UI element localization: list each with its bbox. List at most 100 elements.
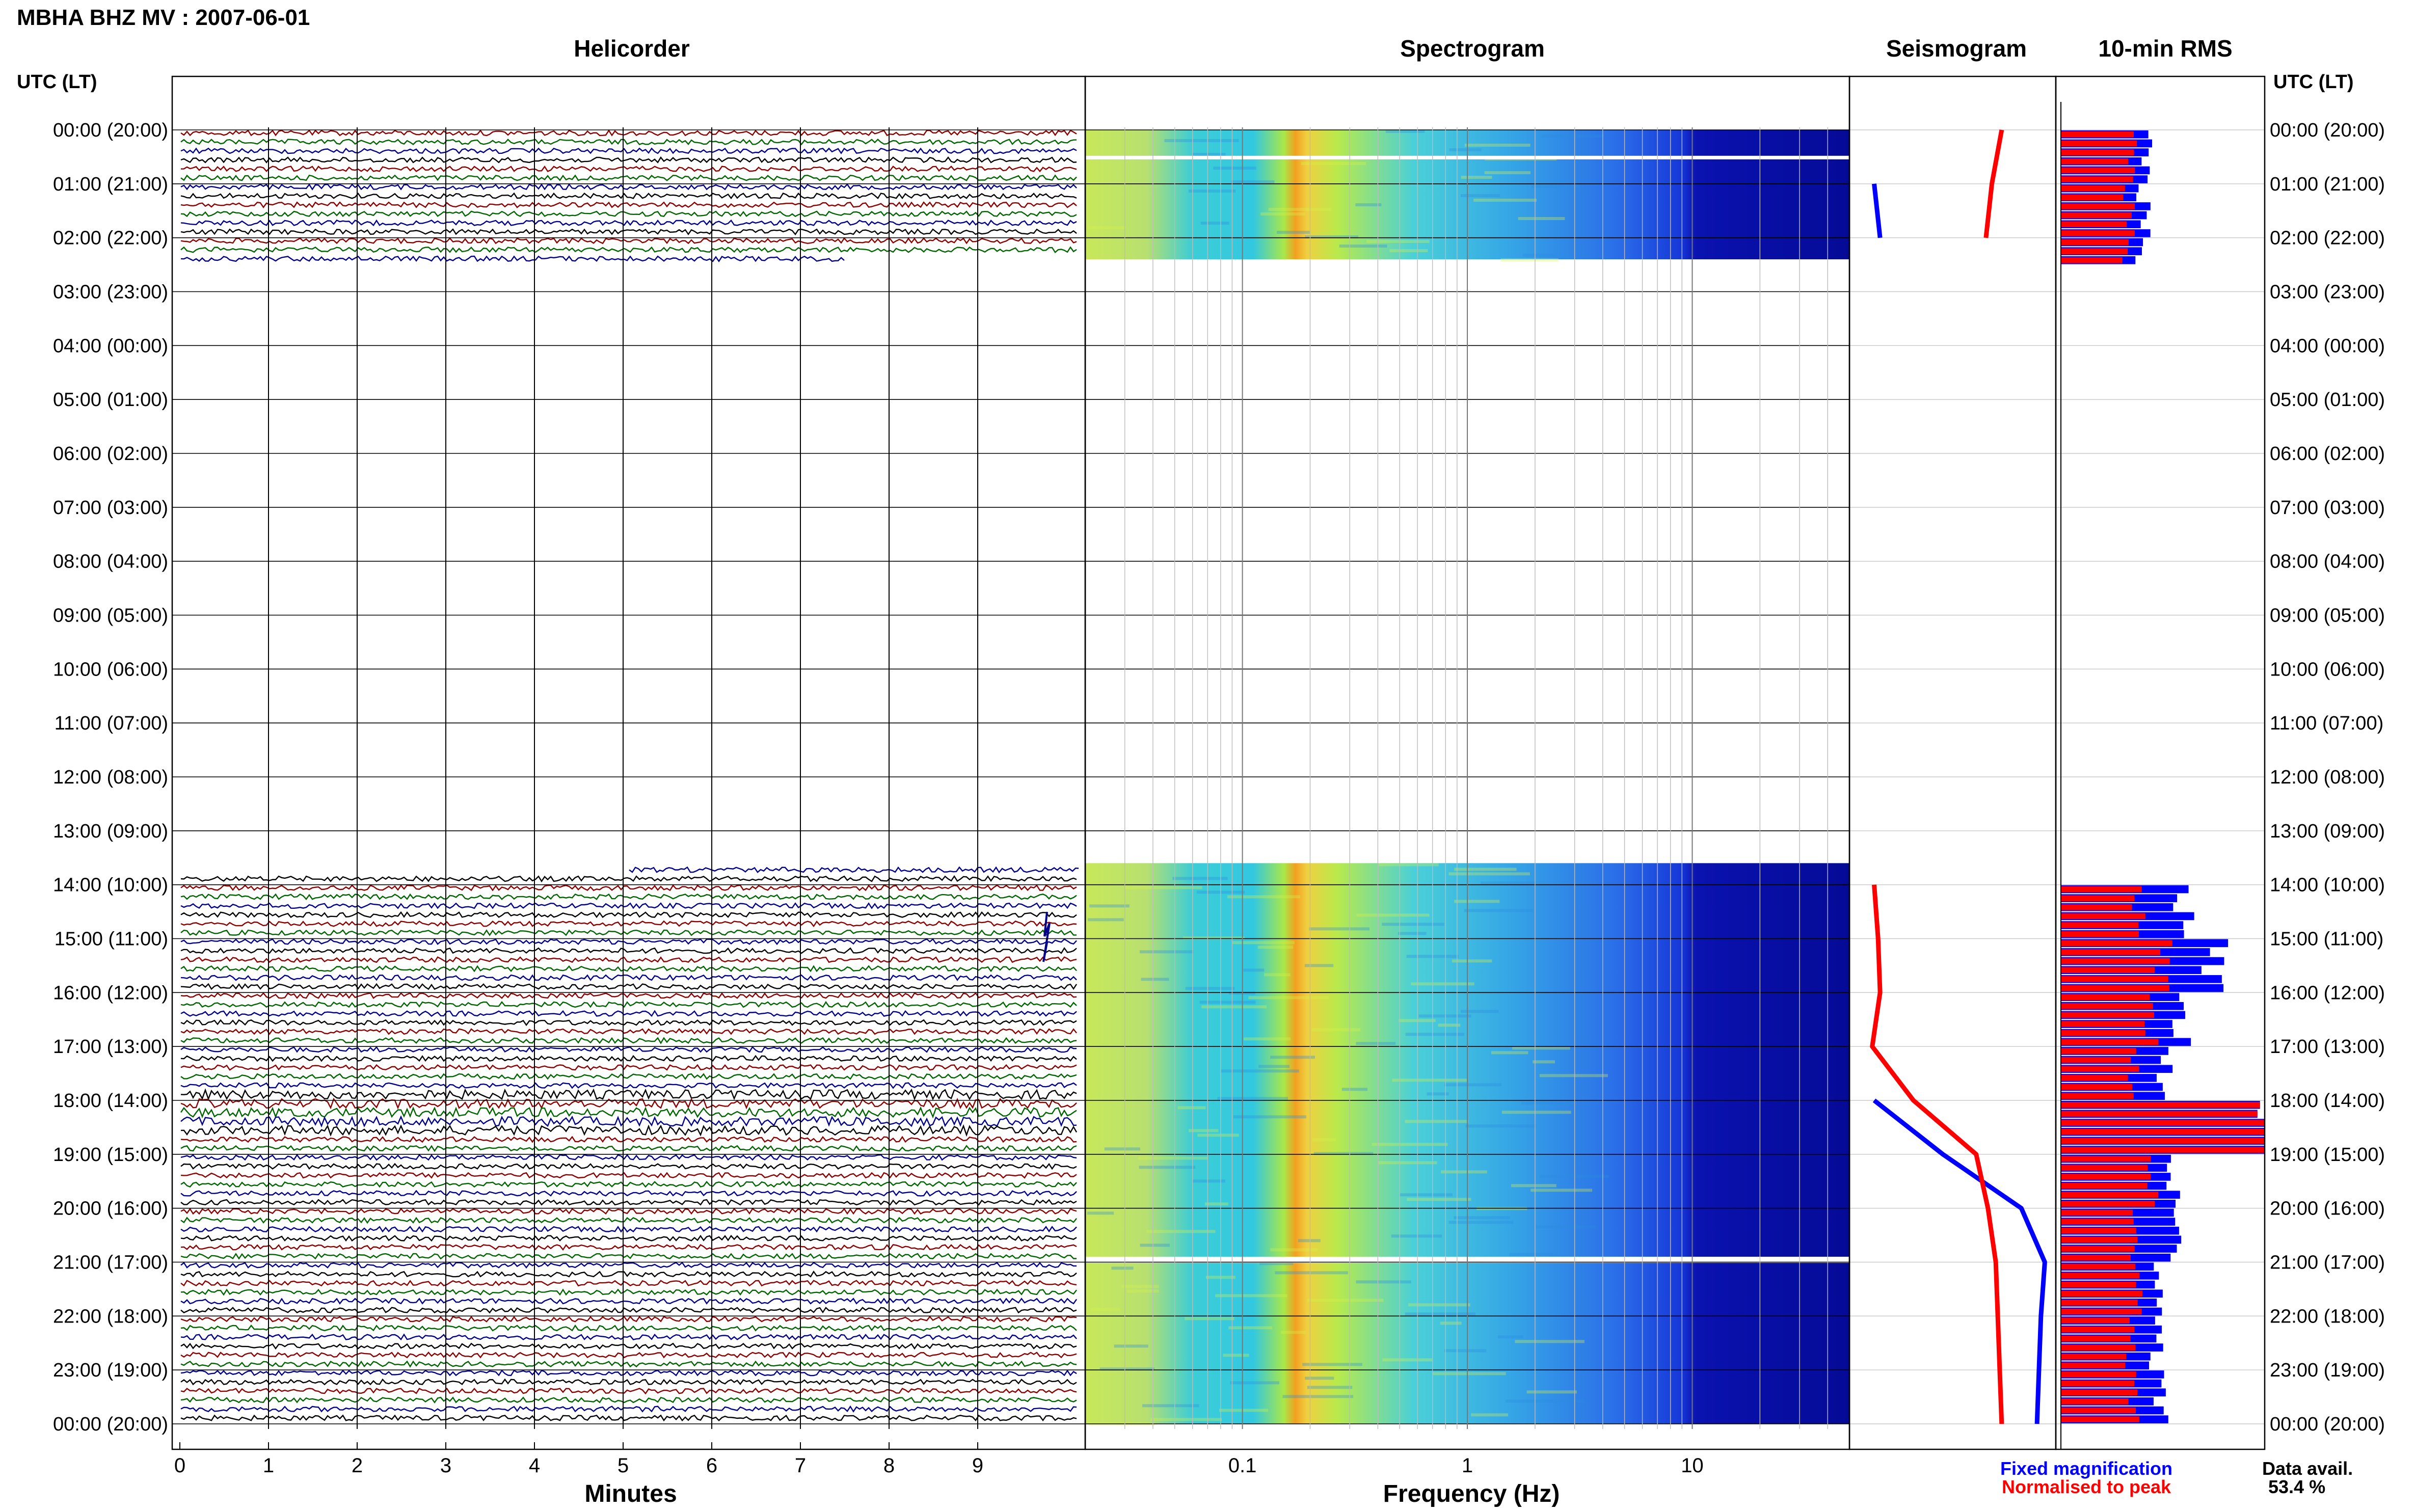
helicorder-trace — [180, 139, 1077, 146]
helicorder-trace — [180, 1333, 1077, 1341]
helicorder-trace — [180, 1298, 1077, 1305]
helicorder-trace — [180, 192, 1077, 200]
helicorder-traces — [180, 129, 1079, 1422]
helicorder-trace — [180, 992, 1077, 1000]
rms-bar-normalised — [2061, 1066, 2139, 1072]
helicorder-trace — [180, 1378, 1077, 1386]
time-label-right: 03:00 (23:00) — [2270, 282, 2385, 303]
helicorder-trace — [180, 1064, 1077, 1071]
helicorder-trace — [180, 1315, 1077, 1323]
helicorder-trace — [180, 1001, 1077, 1008]
spectrogram-title: Spectrogram — [1400, 35, 1545, 62]
helicorder-trace — [180, 165, 1077, 173]
rms-bar-normalised — [2061, 1201, 2155, 1207]
time-label-left: 08:00 (04:00) — [53, 551, 168, 573]
time-label-right: 10:00 (06:00) — [2270, 659, 2385, 680]
helicorder-trace — [180, 1154, 1077, 1161]
helicorder-trace — [180, 1037, 1077, 1044]
helicorder-trace — [180, 911, 1077, 919]
helicorder-trace — [180, 1405, 1077, 1413]
panel-frame — [1848, 75, 2057, 1450]
time-label-left: 01:00 (21:00) — [53, 174, 168, 195]
rms-bar-normalised — [2061, 913, 2145, 920]
rms-bar-normalised — [2061, 1030, 2145, 1036]
time-label-left: 07:00 (03:00) — [53, 497, 168, 519]
time-label-left: 22:00 (18:00) — [53, 1306, 168, 1327]
rms-bar-normalised — [2061, 1344, 2136, 1351]
helicorder-trace — [629, 866, 1079, 874]
time-label-left: 05:00 (01:00) — [53, 389, 168, 411]
rms-bar-normalised — [2061, 1227, 2136, 1234]
seismogram-curves — [1870, 129, 2047, 1424]
helicorder-trace — [180, 237, 1077, 245]
rms-bar-normalised — [2061, 257, 2123, 263]
helicorder-trace — [180, 1342, 1077, 1350]
rms-bar-normalised — [2061, 1236, 2138, 1243]
frequency-tick-label: 0.1 — [1228, 1454, 1257, 1477]
minute-tick-label: 6 — [706, 1454, 717, 1477]
panel-frame — [2055, 75, 2266, 1450]
rms-bar-normalised — [2061, 230, 2135, 236]
rms-bar-normalised — [2061, 1290, 2142, 1297]
frequency-tick-label: 1 — [1462, 1454, 1473, 1477]
rms-bar-normalised — [2061, 239, 2129, 246]
rms-bar-normalised — [2061, 1273, 2139, 1279]
minute-tick-label: 7 — [795, 1454, 806, 1477]
helicorder-title: Helicorder — [574, 35, 690, 62]
rms-bar-normalised — [2061, 1147, 2265, 1153]
time-label-right: 04:00 (00:00) — [2270, 335, 2385, 357]
rms-bar-normalised — [2061, 1209, 2133, 1216]
time-label-left: 06:00 (02:00) — [53, 443, 168, 465]
time-label-left: 00:00 (20:00) — [53, 1414, 168, 1435]
rms-bar-normalised — [2061, 895, 2135, 901]
rms-title: 10-min RMS — [2098, 35, 2233, 62]
helicorder-trace — [180, 884, 1077, 892]
helicorder-trace — [180, 1115, 1077, 1128]
time-label-right: 00:00 (20:00) — [2270, 120, 2385, 141]
legend-fixed-magnification: Fixed magnification — [2000, 1458, 2173, 1479]
helicorder-trace — [180, 893, 1077, 901]
rms-bar-normalised — [2061, 221, 2127, 228]
rms-bar-normalised — [2061, 1219, 2134, 1225]
rms-bar-normalised — [2061, 1012, 2154, 1018]
helicorder-trace — [180, 1261, 1077, 1269]
time-label-right: 13:00 (09:00) — [2270, 821, 2385, 842]
time-label-left: 00:00 (20:00) — [53, 120, 168, 141]
helicorder-trace — [180, 1352, 1077, 1359]
helicorder-trace — [180, 1163, 1077, 1170]
rms-bar-normalised — [2061, 1102, 2260, 1108]
helicorder-trace — [180, 947, 1077, 954]
time-label-right: 11:00 (07:00) — [2270, 713, 2383, 734]
time-label-right: 12:00 (08:00) — [2270, 767, 2385, 788]
helicorder-trace — [180, 1028, 1077, 1035]
rms-bar-normalised — [2061, 185, 2125, 192]
helicorder-trace — [180, 1207, 1077, 1215]
helicorder-trace — [180, 1055, 1077, 1062]
rms-bar-normalised — [2061, 1308, 2142, 1315]
rms-bar-normalised — [2061, 886, 2142, 893]
rms-bar-normalised — [2061, 1165, 2148, 1171]
helicorder-trace — [180, 920, 1077, 928]
rms-bars — [2061, 130, 2265, 1423]
rms-bar-normalised — [2061, 1192, 2159, 1198]
helicorder-trace — [180, 1019, 1077, 1027]
helicorder-trace — [180, 902, 1077, 909]
time-label-right: 23:00 (19:00) — [2270, 1360, 2385, 1381]
rms-bar-normalised — [2061, 1182, 2148, 1189]
rms-bar-normalised — [2061, 1263, 2135, 1270]
time-label-right: 09:00 (05:00) — [2270, 605, 2385, 627]
time-label-left: 16:00 (12:00) — [53, 982, 168, 1004]
rms-bar-normalised — [2061, 1057, 2131, 1063]
axis-labels: 00:00 (20:00) 00:00 (20:00) 01:00 (21:00) 0… — [53, 120, 2385, 1477]
helicorder-trace — [180, 1307, 1077, 1314]
helicorder-trace — [180, 875, 1077, 883]
helicorder-trace — [180, 965, 1077, 973]
rms-bar-normalised — [2061, 1111, 2258, 1117]
helicorder-trace — [180, 1360, 1077, 1368]
helicorder-trace — [180, 956, 1077, 963]
rms-bar-normalised — [2061, 1326, 2135, 1333]
time-label-left: 09:00 (05:00) — [53, 605, 168, 627]
helicorder-trace — [180, 246, 1077, 254]
helicorder-trace — [180, 1124, 1078, 1137]
helicorder-trace — [180, 1190, 1077, 1197]
